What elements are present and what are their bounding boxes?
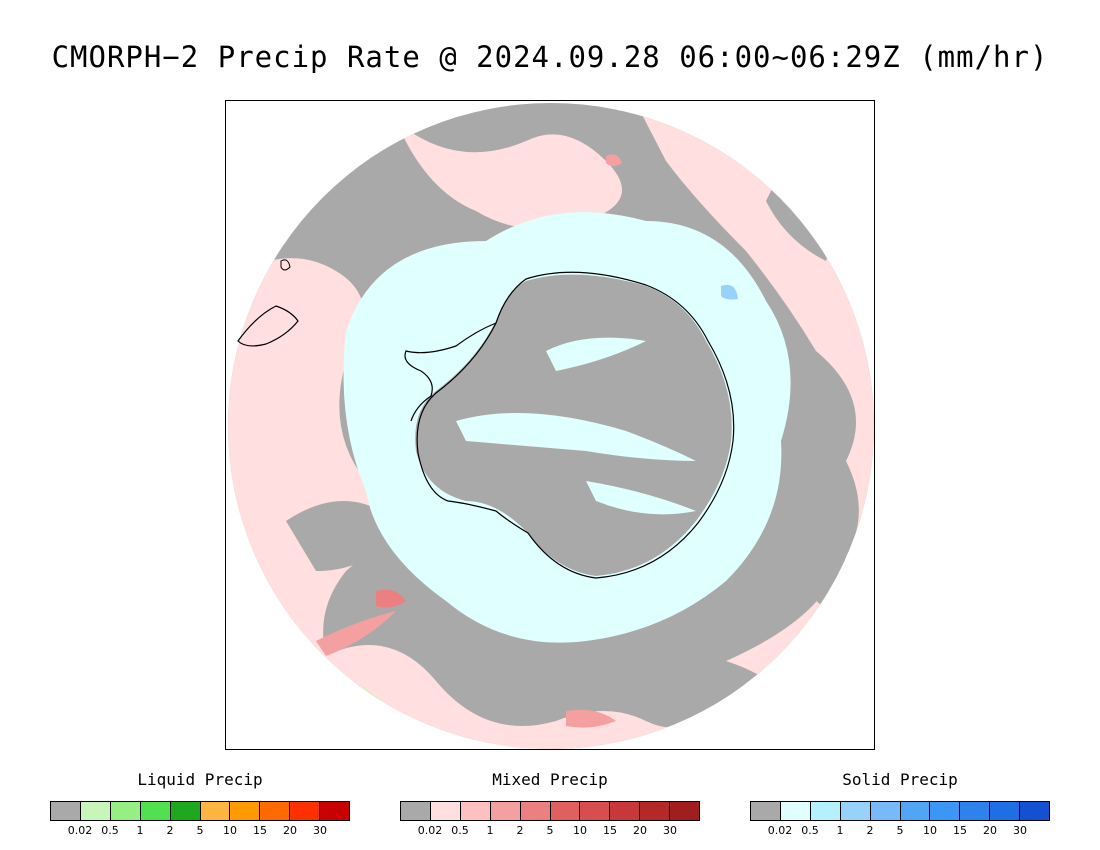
- legend-mixed-ticks: 0.02 0.5 1 2 5 10 15 20 30: [400, 824, 700, 838]
- legend-swatch: [320, 802, 350, 820]
- legend-swatch: [170, 802, 201, 820]
- south-georgia-coastline: [280, 259, 291, 271]
- legend-mixed: Mixed Precip 0.02 0.5 1 2 5 10 15 20 30: [400, 770, 700, 838]
- mixed-precip-moderate-1: [316, 611, 396, 656]
- legend-mixed-swatches: [400, 801, 700, 821]
- legend-swatch: [840, 802, 871, 820]
- legend-swatch: [290, 802, 321, 820]
- legend-solid-swatches: [750, 801, 1050, 821]
- mixed-precip-region-east: [636, 103, 874, 749]
- legend-tick-label: 15: [603, 824, 617, 837]
- precip-map-svg: [228, 103, 874, 749]
- mixed-precip-band-north: [396, 121, 622, 229]
- legend-swatch: [430, 802, 461, 820]
- mixed-precip-moderate-3: [566, 709, 616, 728]
- legend-swatch: [110, 802, 141, 820]
- legend-swatch: [930, 802, 961, 820]
- legend-swatch: [1020, 802, 1050, 820]
- legend-swatch: [670, 802, 700, 820]
- legend-tick-label: 10: [923, 824, 937, 837]
- legend-tick-label: 15: [953, 824, 967, 837]
- no-precip-swirl-2: [286, 501, 396, 571]
- legend-swatch: [140, 802, 171, 820]
- antarctica-coastline: [416, 271, 735, 579]
- antarctic-peninsula-coastline: [404, 322, 497, 422]
- legend-swatch: [751, 802, 781, 820]
- legend-solid-ticks: 0.02 0.5 1 2 5 10 15 20 30: [750, 824, 1050, 838]
- legend-tick-label: 1: [836, 824, 844, 837]
- legend-swatch: [640, 802, 671, 820]
- solid-precip-streak-4: [486, 521, 556, 561]
- legend-tick-label: 1: [136, 824, 144, 837]
- legend-tick-label: 5: [896, 824, 904, 837]
- solid-precip-streak-2: [546, 337, 646, 371]
- legend-swatch: [960, 802, 991, 820]
- legend-swatch: [260, 802, 291, 820]
- legend-tick-label: 1: [486, 824, 494, 837]
- legend-swatch: [550, 802, 581, 820]
- mixed-precip-moderate-2: [376, 589, 406, 608]
- legend-tick-label: 30: [313, 824, 327, 837]
- legend-swatch: [490, 802, 521, 820]
- legend-tick-label: 0.5: [101, 824, 119, 837]
- legend-swatch: [610, 802, 641, 820]
- legend-tick-label: 0.5: [801, 824, 819, 837]
- legend-swatch: [900, 802, 931, 820]
- legend-swatch: [990, 802, 1021, 820]
- legend-swatch: [810, 802, 841, 820]
- legend-liquid-swatches: [50, 801, 350, 821]
- legend-tick-label: 5: [546, 824, 554, 837]
- chart-title: CMORPH−2 Precip Rate @ 2024.09.28 06:00~…: [51, 40, 1049, 74]
- legend-tick-label: 15: [253, 824, 267, 837]
- solid-precip-moderate-1: [721, 284, 738, 300]
- legend-tick-label: 2: [516, 824, 524, 837]
- legend-tick-label: 30: [663, 824, 677, 837]
- legend-swatch: [230, 802, 261, 820]
- legend-tick-label: 20: [983, 824, 997, 837]
- legend-tick-label: 20: [633, 824, 647, 837]
- legend-tick-label: 0.5: [451, 824, 469, 837]
- south-america-tip-coastline: [237, 305, 299, 347]
- legend-tick-label: 10: [223, 824, 237, 837]
- legend-tick-label: 2: [866, 824, 874, 837]
- legend-swatch: [51, 802, 81, 820]
- legend-tick-label: 5: [196, 824, 204, 837]
- legend-solid-title: Solid Precip: [842, 770, 958, 789]
- legend-swatch: [580, 802, 611, 820]
- legend-swatch: [460, 802, 491, 820]
- mixed-precip-moderate-4: [606, 154, 622, 166]
- legend-tick-label: 20: [283, 824, 297, 837]
- legend-tick-label: 2: [166, 824, 174, 837]
- legend-swatch: [780, 802, 811, 820]
- legend-mixed-title: Mixed Precip: [492, 770, 608, 789]
- legend-tick-label: 0.02: [67, 824, 93, 837]
- legend-swatch: [520, 802, 551, 820]
- legend-swatch: [401, 802, 431, 820]
- legend-swatch: [870, 802, 901, 820]
- legend-swatch: [80, 802, 111, 820]
- legend-liquid: Liquid Precip 0.02 0.5 1 2 5 10 15 20 30: [50, 770, 350, 838]
- legend-solid: Solid Precip 0.02 0.5 1 2 5 10 15 20 30: [750, 770, 1050, 838]
- legend-tick-label: 10: [573, 824, 587, 837]
- legend-swatch: [200, 802, 231, 820]
- legend-liquid-title: Liquid Precip: [137, 770, 263, 789]
- solid-precip-streak-3: [586, 481, 696, 515]
- legend-tick-label: 0.02: [767, 824, 793, 837]
- solid-precip-streak-1: [456, 413, 696, 461]
- polar-map: [225, 100, 875, 750]
- legend-tick-label: 30: [1013, 824, 1027, 837]
- legend-liquid-ticks: 0.02 0.5 1 2 5 10 15 20 30: [50, 824, 350, 838]
- legend-tick-label: 0.02: [417, 824, 443, 837]
